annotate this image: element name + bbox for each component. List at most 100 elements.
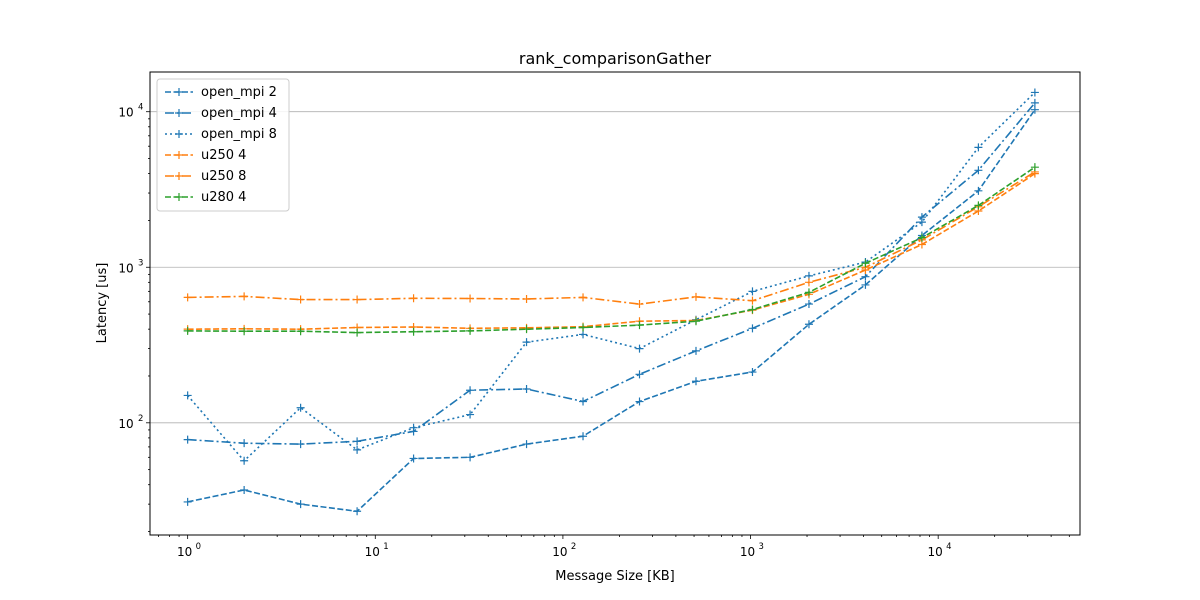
legend-marker-0	[175, 88, 183, 96]
legend-label-1: open_mpi 4	[201, 106, 277, 121]
y-tick-exponent-0: 2	[138, 414, 143, 424]
y-axis-label: Latency [us]	[95, 263, 110, 344]
data-point	[579, 323, 588, 332]
legend-item-3: u250 4	[165, 148, 246, 163]
legend-label-3: u250 4	[201, 148, 246, 163]
data-point	[1030, 105, 1039, 114]
data-point	[240, 485, 249, 494]
series-5	[183, 163, 1039, 337]
data-point	[296, 403, 305, 412]
data-point	[466, 326, 475, 335]
data-point	[748, 368, 757, 377]
series-4	[183, 167, 1039, 309]
data-point	[353, 328, 362, 337]
legend-item-2: open_mpi 8	[165, 127, 277, 142]
x-tick-label-1: 10	[365, 545, 380, 559]
data-point	[748, 324, 757, 333]
data-point	[296, 440, 305, 449]
data-point	[579, 330, 588, 339]
data-point	[466, 453, 475, 462]
data-point	[691, 292, 700, 301]
data-point	[635, 397, 644, 406]
data-point	[466, 410, 475, 419]
legend-item-4: u250 8	[165, 169, 246, 184]
data-point	[974, 143, 983, 152]
x-tick-label-3: 10	[740, 545, 755, 559]
data-point	[240, 439, 249, 448]
data-point	[522, 440, 531, 449]
data-point	[183, 435, 192, 444]
data-point	[466, 386, 475, 395]
data-point	[635, 370, 644, 379]
legend-marker-4	[175, 172, 183, 180]
data-point	[691, 317, 700, 326]
x-tick-label-0: 10	[177, 545, 192, 559]
legend-item-0: open_mpi 2	[165, 85, 277, 100]
data-point	[974, 166, 983, 175]
data-point	[240, 292, 249, 301]
data-point	[748, 305, 757, 314]
x-tick-label-4: 10	[928, 545, 943, 559]
data-point	[917, 233, 926, 242]
x-tick-exponent-0: 0	[196, 542, 201, 552]
legend-box	[156, 78, 290, 212]
legend-item-5: u280 4	[165, 190, 246, 205]
data-point	[635, 321, 644, 330]
legend-marker-2	[175, 130, 183, 138]
data-point	[748, 287, 757, 296]
data-point	[522, 384, 531, 393]
x-tick-exponent-1: 1	[383, 542, 388, 552]
series-layer	[183, 88, 1039, 516]
legend: open_mpi 2 open_mpi 4 open_mpi 8 u250 4 u250…	[156, 78, 290, 212]
legend-label-0: open_mpi 2	[201, 85, 277, 100]
data-point	[183, 293, 192, 302]
data-point	[579, 432, 588, 441]
legend-label-4: u250 8	[201, 169, 246, 184]
data-point	[579, 293, 588, 302]
data-point	[522, 325, 531, 334]
series-line-3	[187, 172, 1036, 331]
data-point	[296, 327, 305, 336]
data-point	[917, 218, 926, 227]
data-point	[635, 300, 644, 309]
data-point	[409, 423, 418, 432]
data-point	[296, 500, 305, 509]
y-tick-label-2: 10	[118, 106, 133, 120]
series-line-5	[187, 166, 1036, 334]
legend-item-1: open_mpi 4	[165, 106, 277, 121]
data-point	[804, 288, 813, 297]
data-point	[691, 377, 700, 386]
data-point	[353, 437, 362, 446]
series-line-4	[187, 171, 1036, 305]
data-point	[296, 295, 305, 304]
plot-frame	[149, 71, 1081, 536]
data-point	[353, 295, 362, 304]
data-point	[804, 278, 813, 287]
data-point	[974, 186, 983, 195]
y-tick-label-1: 10	[118, 261, 133, 275]
data-point	[691, 346, 700, 355]
legend-marker-1	[175, 109, 183, 117]
y-axis: 10 2 10 3 10 4	[118, 103, 150, 532]
legend-label-2: open_mpi 8	[201, 127, 277, 142]
data-point	[353, 507, 362, 516]
x-tick-label-2: 10	[552, 545, 567, 559]
data-point	[183, 326, 192, 335]
chart-title: rank_comparisonGather	[519, 49, 712, 69]
data-point	[183, 497, 192, 506]
data-point	[522, 338, 531, 347]
y-grid	[150, 111, 1080, 424]
legend-marker-3	[175, 151, 183, 159]
data-point	[1030, 163, 1039, 172]
data-point	[240, 456, 249, 465]
data-point	[635, 344, 644, 353]
data-point	[466, 294, 475, 303]
legend-marker-5	[175, 193, 183, 201]
y-tick-exponent-2: 4	[138, 103, 143, 113]
data-point	[1030, 88, 1039, 97]
data-point	[861, 259, 870, 268]
x-tick-exponent-2: 2	[571, 542, 576, 552]
series-line-2	[186, 91, 1036, 462]
series-1	[183, 98, 1039, 449]
